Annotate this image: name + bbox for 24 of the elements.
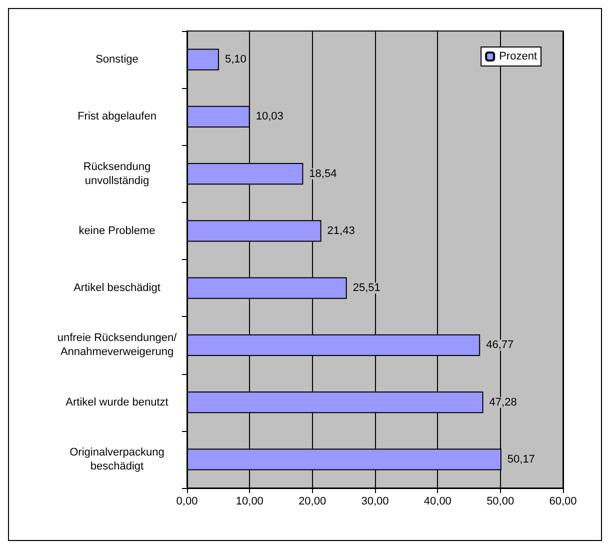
x-tick-label: 0,00 [176,496,198,508]
x-tick-label: 30,00 [361,496,389,508]
x-tick-label: 10,00 [236,496,264,508]
data-label: 10,03 [256,110,284,123]
x-tick-label: 20,00 [298,496,326,508]
y-tick-label: Artikel beschädigt [74,282,160,294]
data-label: 5,10 [224,54,246,66]
data-label: 50,17 [507,453,535,466]
y-tick-label: Rücksendung unvollständig [83,160,151,187]
data-label: 21,43 [327,224,355,237]
y-tick-label: Frist abgelaufen [78,110,156,123]
x-tick-label: 60,00 [549,496,577,508]
data-label: 46,77 [486,339,514,352]
data-label: 18,54 [309,168,337,180]
y-tick-label: Artikel wurde benutzt [66,396,168,408]
x-tick-label: 40,00 [424,496,452,508]
data-label: 47,28 [489,396,517,408]
y-tick-label: unfreie Rücksendungen/ Annahmeverweigerung [57,332,178,358]
legend-label: Prozent [499,50,538,62]
y-tick-label: Originalverpackung beschädigt [70,446,164,472]
y-tick-label: Sonstige [96,54,138,66]
data-label: 25,51 [352,282,380,294]
y-tick-label: keine Probleme [78,224,156,237]
x-tick-label: 50,00 [486,496,514,508]
